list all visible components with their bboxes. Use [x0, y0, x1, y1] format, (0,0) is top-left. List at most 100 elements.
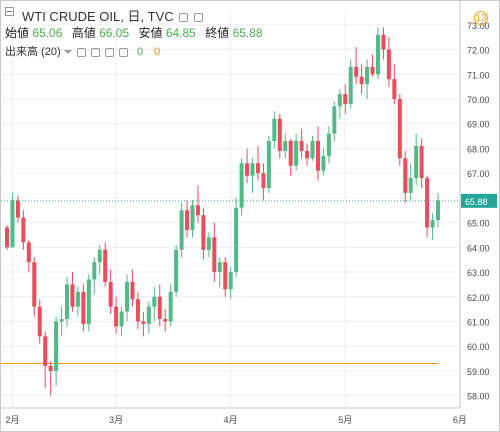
- close-value: 65.88: [232, 26, 263, 40]
- candle-body: [277, 118, 282, 151]
- candle-body: [299, 141, 304, 151]
- low-value: 64.85: [165, 26, 196, 40]
- candle-body: [370, 66, 375, 75]
- candle-body: [125, 281, 130, 312]
- candle-body: [32, 262, 37, 307]
- more-icon[interactable]: [118, 47, 128, 57]
- last-price-label: 65.88: [465, 197, 488, 207]
- candle-body: [354, 66, 359, 77]
- candle-body: [217, 262, 222, 273]
- candle-body: [337, 94, 342, 107]
- candle-body: [212, 237, 217, 273]
- candle-body: [315, 141, 320, 171]
- candle-body: [408, 178, 413, 193]
- settings-icon[interactable]: [193, 13, 203, 23]
- candle-body: [163, 319, 168, 322]
- y-tick-label: 72.00: [467, 46, 490, 56]
- candle-body: [146, 306, 151, 324]
- candle-body: [228, 272, 233, 290]
- open-value: 65.06: [32, 26, 63, 40]
- x-tick-label: 6月: [453, 415, 467, 425]
- candle-body: [326, 133, 331, 156]
- y-tick-label: 64.00: [467, 243, 490, 253]
- candle-body: [103, 249, 108, 282]
- y-tick-label: 68.00: [467, 144, 490, 154]
- candle-body: [81, 291, 86, 324]
- close-label: 終値: [205, 26, 230, 40]
- candle-body: [152, 296, 157, 307]
- eye-icon[interactable]: [76, 47, 86, 57]
- candle-body: [157, 296, 162, 320]
- candle-body: [15, 200, 20, 218]
- candle-body: [168, 291, 173, 322]
- settings-icon[interactable]: [90, 47, 100, 57]
- candle-body: [65, 284, 70, 320]
- candle-body: [54, 321, 59, 371]
- candle-body: [348, 66, 353, 104]
- low-label: 安値: [138, 26, 163, 40]
- candle-body: [75, 291, 80, 307]
- y-tick-label: 67.00: [467, 169, 490, 179]
- candle-body: [195, 205, 200, 216]
- candle-body: [141, 321, 146, 324]
- volume-value: 0: [136, 46, 144, 58]
- candle-body: [5, 227, 9, 248]
- candle-body: [190, 205, 195, 231]
- dropdown-icon[interactable]: [63, 50, 72, 55]
- candle-body: [26, 242, 31, 263]
- candle-body: [332, 106, 337, 134]
- legend-title: WTI CRUDE OIL, 日, TVC: [22, 6, 203, 25]
- candle-body: [201, 215, 206, 250]
- volume-legend: 出来高 (20) 0 0: [5, 43, 160, 59]
- candle-body: [436, 200, 440, 221]
- y-tick-label: 60.00: [467, 342, 490, 352]
- candle-body: [430, 220, 435, 228]
- candle-body: [381, 34, 386, 50]
- eye-icon[interactable]: [179, 13, 189, 23]
- candle-body: [425, 178, 430, 228]
- x-tick-label: 4月: [224, 415, 238, 425]
- candle-body: [321, 155, 326, 171]
- candle-body: [97, 249, 102, 263]
- y-tick-label: 65.00: [467, 219, 490, 229]
- candle-body: [397, 98, 402, 159]
- candle-body: [343, 94, 348, 104]
- candle-body: [179, 210, 184, 250]
- candle-body: [114, 306, 119, 327]
- candle-body: [48, 365, 53, 371]
- candle-body: [266, 141, 271, 188]
- alert-badge[interactable]: 13: [474, 11, 488, 25]
- candle-body: [70, 284, 75, 307]
- close-icon[interactable]: [104, 47, 114, 57]
- candle-body: [359, 76, 364, 85]
- ohlc-values: 始値 65.06 高値 66.05 安値 64.85 終値 65.88: [5, 24, 269, 41]
- candle-body: [386, 49, 391, 80]
- candle-body: [108, 281, 113, 307]
- candle-body: [119, 311, 124, 327]
- high-value: 66.05: [99, 26, 130, 40]
- candle-body: [365, 66, 370, 85]
- last-price-tag: [461, 193, 497, 208]
- candle-body: [250, 163, 255, 176]
- y-tick-label: 71.00: [467, 70, 490, 80]
- candle-body: [245, 163, 250, 176]
- symbol-title: WTI CRUDE OIL, 日, TVC: [22, 9, 174, 24]
- candle-body: [305, 150, 310, 159]
- y-tick-label: 73.00: [467, 21, 490, 31]
- candle-body: [174, 249, 179, 292]
- candle-body: [255, 163, 260, 174]
- candle-body: [288, 141, 293, 166]
- candle-body: [392, 79, 397, 99]
- candle-body: [185, 210, 190, 231]
- y-tick-label: 59.00: [467, 367, 490, 377]
- candle-body: [43, 336, 48, 366]
- open-label: 始値: [5, 26, 30, 40]
- candle-body: [403, 158, 408, 193]
- candle-body: [414, 145, 419, 179]
- x-tick-label: 5月: [338, 415, 352, 425]
- candle-body: [223, 262, 228, 290]
- volume-label: 出来高 (20): [5, 46, 61, 58]
- candle-body: [310, 141, 315, 159]
- collapse-legend-button[interactable]: [5, 7, 14, 16]
